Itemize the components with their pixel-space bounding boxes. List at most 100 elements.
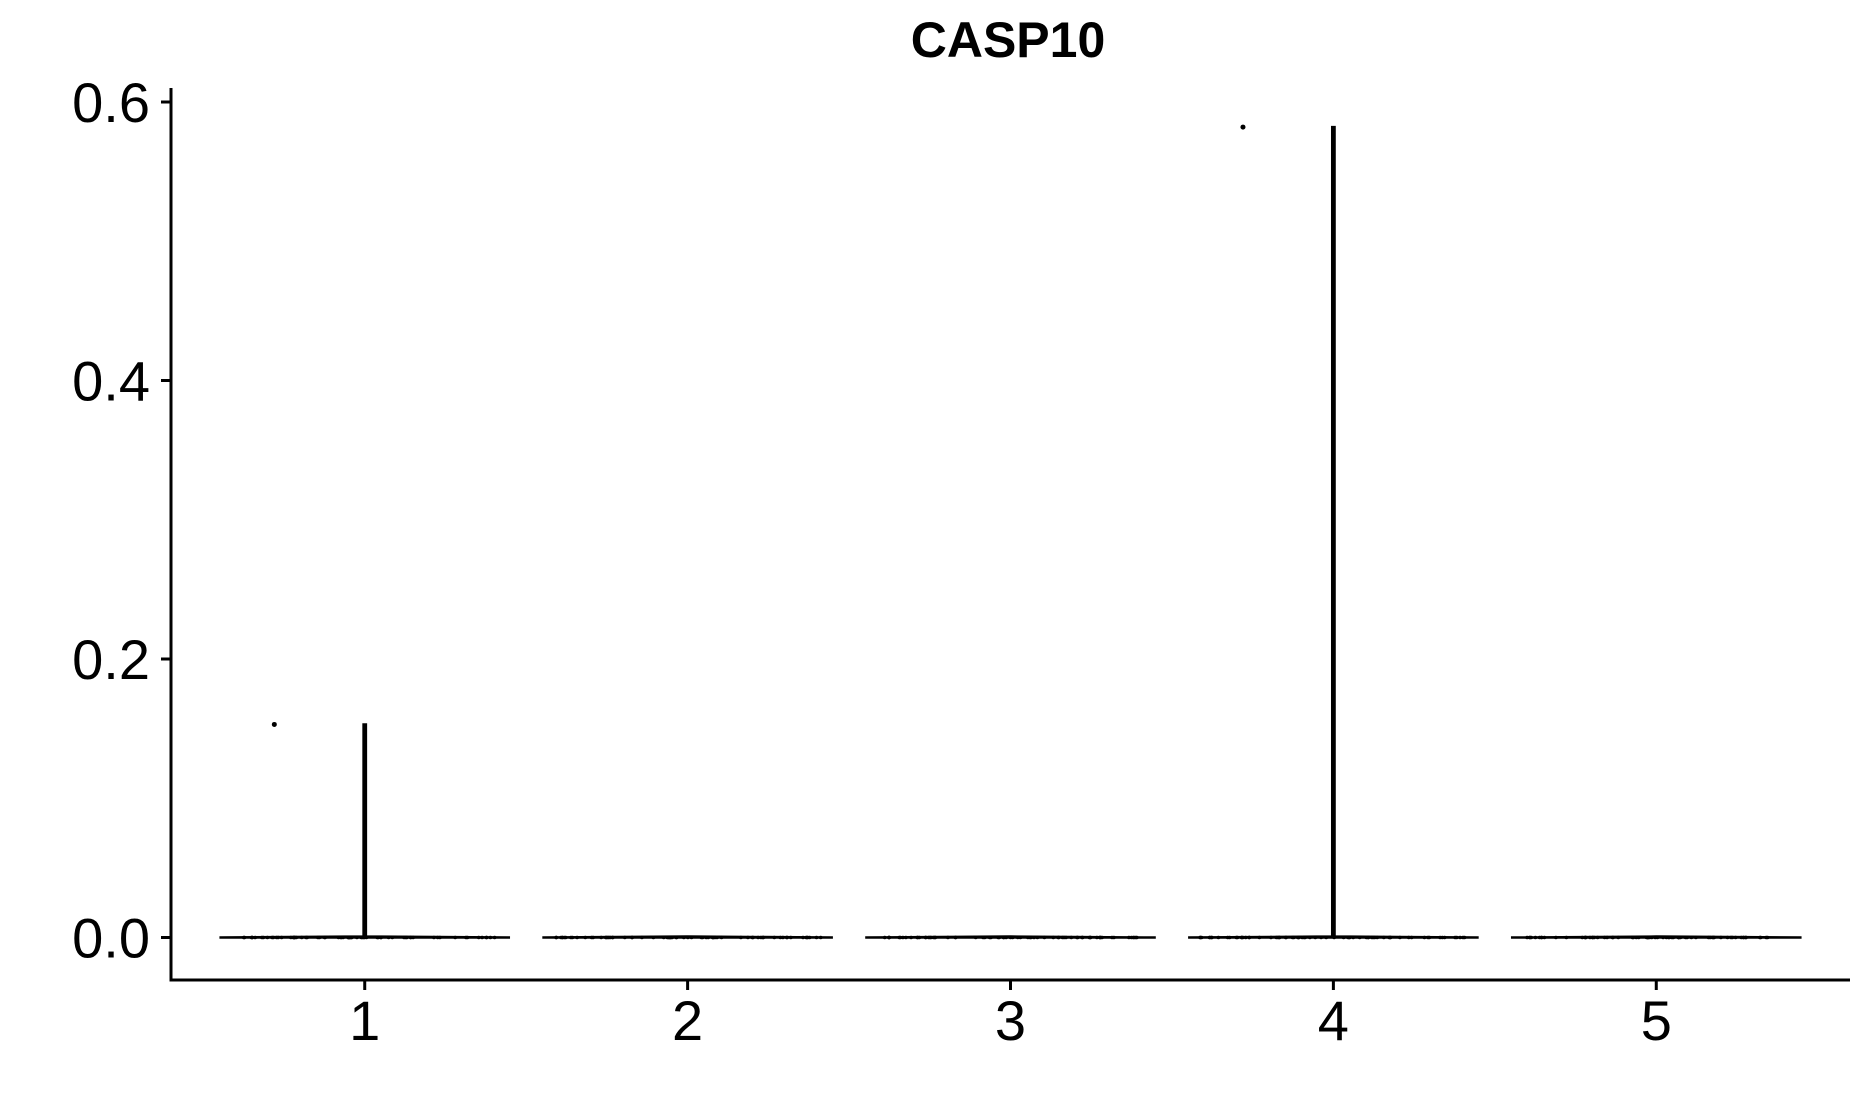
data-point — [322, 935, 327, 940]
data-point — [465, 935, 470, 940]
data-point — [1554, 935, 1558, 940]
data-point — [1730, 935, 1735, 940]
data-point — [316, 935, 320, 940]
data-point — [1525, 935, 1529, 940]
data-point — [1646, 935, 1650, 940]
data-point — [1225, 935, 1230, 940]
data-point — [1719, 935, 1723, 940]
data-point — [1406, 935, 1411, 940]
data-point — [1247, 935, 1252, 940]
data-point — [1527, 935, 1532, 940]
data-point — [756, 935, 760, 940]
data-point — [953, 935, 958, 940]
data-point — [575, 935, 579, 940]
data-point — [270, 935, 274, 940]
data-point — [719, 935, 724, 940]
data-point — [289, 935, 293, 940]
data-point — [554, 935, 558, 940]
data-point — [361, 935, 366, 940]
chart-title: CASP10 — [911, 12, 1106, 68]
data-point — [1198, 935, 1203, 940]
data-point — [591, 935, 595, 940]
data-point — [1739, 935, 1744, 940]
data-point — [1667, 935, 1671, 940]
plot-area — [219, 124, 1802, 940]
data-point — [1002, 935, 1006, 940]
violin-body — [219, 723, 511, 939]
data-point — [1351, 935, 1355, 940]
x-tick-label: 4 — [1318, 989, 1349, 1052]
data-point — [1694, 935, 1698, 940]
data-point — [772, 935, 777, 940]
data-point — [1283, 935, 1288, 940]
data-point — [1689, 935, 1694, 940]
data-point — [492, 935, 497, 940]
data-point — [1427, 935, 1432, 940]
data-point — [630, 935, 634, 940]
data-point — [274, 935, 279, 940]
data-point — [1324, 935, 1328, 940]
data-point — [1398, 935, 1402, 940]
data-point — [924, 935, 928, 940]
outlier-point — [1240, 124, 1246, 130]
data-point — [1708, 935, 1712, 940]
data-point — [996, 935, 1000, 940]
data-point — [1764, 935, 1768, 940]
data-point — [1257, 935, 1262, 940]
data-point — [265, 935, 270, 940]
data-point — [1588, 935, 1592, 940]
data-point — [1542, 935, 1547, 940]
data-point — [339, 935, 344, 940]
data-point — [1605, 935, 1609, 940]
data-point — [1208, 935, 1212, 940]
data-point — [1440, 935, 1445, 940]
data-point — [1580, 935, 1585, 940]
x-tick-label: 1 — [349, 989, 380, 1052]
data-point — [1243, 935, 1248, 940]
data-point — [882, 935, 887, 940]
data-point — [1388, 935, 1393, 940]
data-point — [453, 935, 458, 940]
data-point — [390, 935, 395, 940]
data-point — [1239, 935, 1244, 940]
data-point — [1100, 935, 1104, 940]
data-point — [1296, 935, 1301, 940]
data-point — [583, 935, 588, 940]
data-point — [987, 935, 992, 940]
x-axis: 1 2 3 4 5 — [349, 980, 1672, 1052]
data-point — [1458, 935, 1462, 940]
data-point — [706, 935, 710, 940]
data-point — [1032, 935, 1036, 940]
data-point — [1080, 935, 1084, 940]
data-point — [1630, 935, 1635, 940]
data-point — [253, 935, 257, 940]
data-point — [563, 935, 568, 940]
data-point — [818, 935, 823, 940]
data-point — [375, 935, 380, 940]
y-tick-label: 0.0 — [72, 907, 150, 970]
x-tick-label: 5 — [1641, 989, 1672, 1052]
violin-body — [1188, 125, 1479, 939]
data-point — [1725, 935, 1730, 940]
data-point — [1683, 935, 1688, 940]
data-point — [761, 935, 766, 940]
data-point — [1537, 935, 1542, 940]
data-point — [1332, 935, 1336, 940]
data-point — [336, 935, 341, 940]
data-point — [1461, 935, 1465, 940]
data-point — [476, 935, 481, 940]
violin-3 — [865, 935, 1156, 940]
violin-4 — [1188, 124, 1479, 940]
data-point — [1655, 935, 1660, 940]
x-tick-label: 3 — [995, 989, 1026, 1052]
data-point — [699, 935, 704, 940]
data-point — [279, 935, 284, 940]
data-point — [1056, 935, 1060, 940]
data-point — [1341, 935, 1346, 940]
data-point — [1758, 935, 1762, 940]
data-point — [814, 935, 819, 940]
data-point — [1269, 935, 1273, 940]
data-point — [1583, 935, 1587, 940]
data-point — [682, 935, 686, 940]
